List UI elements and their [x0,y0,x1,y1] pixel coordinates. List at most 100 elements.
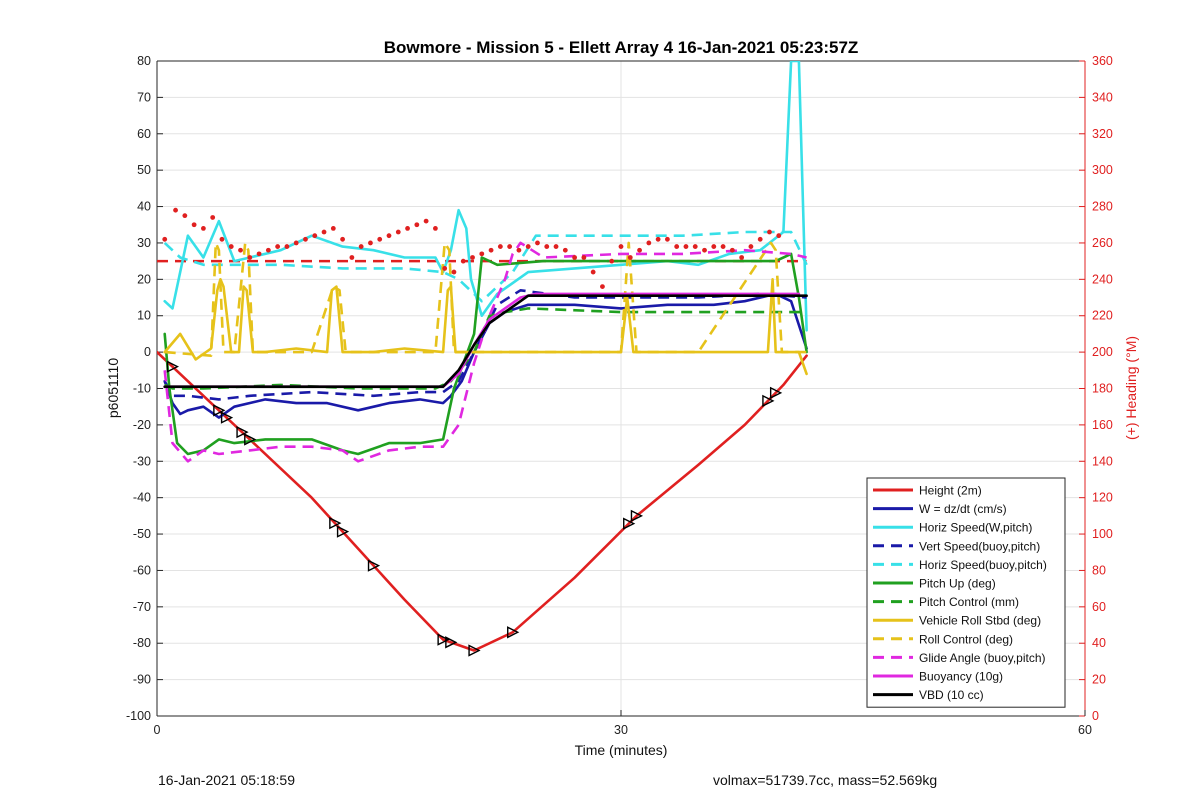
heading-point [162,236,168,242]
triangle-marker [220,411,234,424]
y2-tick-label: 120 [1092,491,1113,505]
heading-point [247,255,253,260]
heading-point [173,207,178,213]
heading-point [368,240,373,246]
heading-point [767,229,772,235]
y2-tick-label: 300 [1092,163,1113,177]
heading-point [627,255,633,260]
triangle-marker [166,360,180,373]
y2-tick-label: 260 [1092,236,1113,250]
series-line [163,288,807,401]
y2-tick-label: 320 [1092,127,1113,141]
triangle-marker [367,559,381,572]
y-tick-label: -60 [133,563,151,577]
x-tick-label: 60 [1078,723,1092,737]
triangle-marker [445,636,458,649]
triangle-marker [336,525,350,538]
heading-point [321,229,327,235]
heading-point [497,244,503,249]
series-line [163,241,807,463]
heading-point [572,255,577,260]
y2-axis-label: (+) Heading (°M) [1123,336,1139,440]
y-tick-label: 30 [137,236,151,250]
y-tick-label: -10 [133,382,151,396]
y-tick-label: -80 [133,636,151,650]
heading-point [340,236,345,242]
triangle-marker [213,404,226,417]
y2-tick-label: 140 [1092,454,1113,468]
heading-point [303,236,308,242]
heading-point [757,236,763,242]
heading-point [201,225,206,231]
axes: 80706050403020100-10-20-30-40-50-60-70-8… [126,54,1113,737]
y-axis-label: p6051110 [105,358,121,418]
y2-tick-label: 80 [1092,563,1106,577]
footer-vehicle-info: volmax=51739.7cc, mass=52.569kg [713,772,938,788]
triangle-marker [630,509,644,522]
heading-point [330,225,336,231]
legend-label: Vehicle Roll Stbd (deg) [919,614,1041,628]
y2-tick-label: 40 [1092,636,1106,650]
heading-point [442,266,448,271]
y-tick-label: 0 [144,345,151,359]
y-tick-label: -20 [133,418,151,432]
heading-point [553,244,559,249]
y2-tick-label: 200 [1092,345,1113,359]
legend-label: Roll Control (deg) [919,632,1013,646]
y2-tick-label: 100 [1092,527,1113,541]
y-tick-label: 50 [137,163,151,177]
legend-label: Vert Speed(buoy,pitch) [919,539,1040,553]
triangle-marker [769,386,783,399]
series-line [163,294,808,389]
y-tick-label: 10 [137,309,151,323]
y2-tick-label: 360 [1092,54,1113,68]
heading-point [349,255,355,260]
heading-point [433,225,438,231]
heading-point [535,240,540,246]
heading-point [702,247,707,253]
heading-point [674,244,680,249]
heading-point [581,255,587,260]
heading-point [776,233,782,239]
series-line [163,230,808,303]
x-axis-label: Time (minutes) [575,742,668,758]
triangle-marker [437,633,450,646]
heading-point [191,222,197,228]
heading-point [683,244,689,249]
chart-title: Bowmore - Mission 5 - Ellett Array 4 16-… [384,38,859,57]
legend-label: Pitch Control (mm) [919,595,1019,609]
heading-point [312,233,318,239]
heading-point [358,244,364,249]
heading-point [609,258,615,264]
heading-point [377,236,383,242]
heading-point [210,215,216,220]
legend-label: Buoyancy (10g) [919,670,1003,684]
heading-point [488,247,494,253]
y2-tick-label: 280 [1092,200,1113,214]
series-line [163,292,808,419]
y2-tick-label: 340 [1092,90,1113,104]
heading-point [720,244,726,249]
y2-tick-label: 20 [1092,673,1106,687]
y-tick-label: 20 [137,272,151,286]
legend-label: Pitch Up (deg) [919,577,996,591]
heading-point [507,244,513,249]
heading-point [405,225,410,231]
y-tick-label: 80 [137,54,151,68]
heading-point [395,229,401,235]
heading-point [544,244,550,249]
heading-point [386,233,392,239]
heading-point [293,240,299,246]
triangle-marker [244,433,257,446]
y2-tick-label: 160 [1092,418,1113,432]
y-tick-label: -90 [133,673,151,687]
heading-point [711,244,717,249]
y2-tick-label: 60 [1092,600,1106,614]
y-tick-label: 70 [137,90,151,104]
legend-label: W = dz/dt (cm/s) [919,502,1007,516]
triangle-marker [468,644,481,657]
triangle-marker [329,517,342,530]
y-tick-label: 40 [137,200,151,214]
triangle-marker [623,517,636,530]
